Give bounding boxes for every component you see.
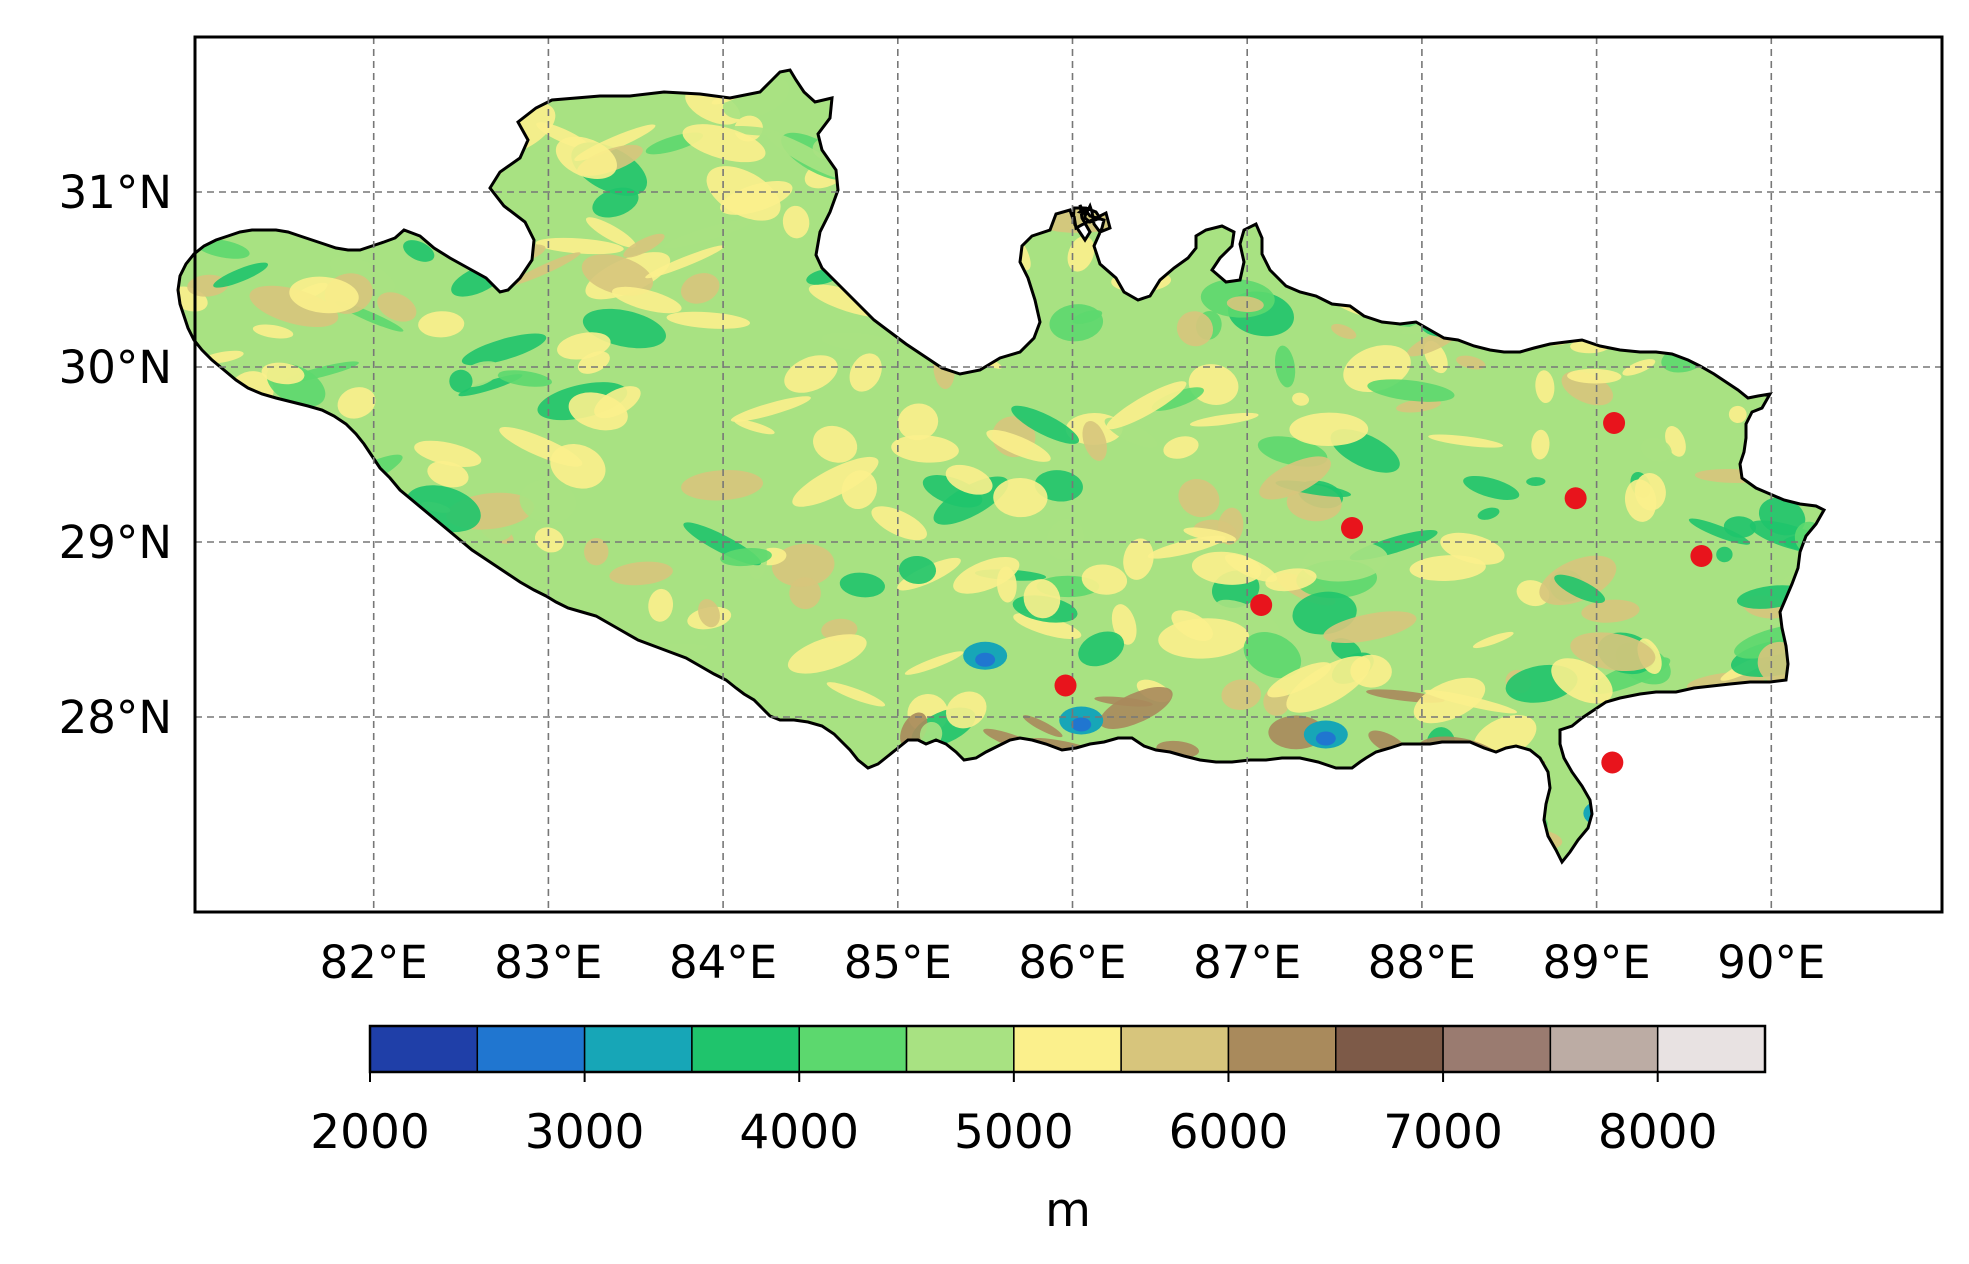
station-marker	[1601, 751, 1624, 774]
station-marker	[1054, 674, 1077, 697]
lon-tick-label: 87°E	[1193, 936, 1301, 989]
lon-tick-label: 90°E	[1717, 936, 1825, 989]
colorbar-swatch	[1120, 1025, 1230, 1073]
map-gridlines	[195, 37, 1942, 912]
map-frame	[193, 35, 1944, 914]
station-marker	[1564, 487, 1587, 510]
colorbar-swatch	[369, 1025, 479, 1073]
colorbar-swatch	[691, 1025, 800, 1073]
colorbar-swatch	[583, 1025, 693, 1073]
lon-tick-label: 84°E	[669, 936, 777, 989]
lon-tick-label: 82°E	[320, 936, 428, 989]
station-marker	[1341, 517, 1364, 539]
lon-tick-label: 88°E	[1368, 936, 1476, 989]
lat-tick-label: 28°N	[59, 691, 172, 744]
lat-tick-label: 29°N	[59, 516, 172, 569]
colorbar-swatch	[1335, 1025, 1444, 1073]
colorbar-swatch	[1227, 1025, 1337, 1073]
elevation-colorbar: 2000 3000 4000 5000 6000 7000 8000 m	[310, 1024, 1767, 1238]
station-markers	[1054, 412, 1713, 774]
latitude-tick-labels: 28°N 29°N 30°N 31°N	[59, 166, 172, 744]
colorbar-tick-label: 6000	[1169, 1105, 1289, 1160]
lon-tick-label: 83°E	[494, 936, 602, 989]
lat-tick-label: 31°N	[59, 166, 172, 219]
station-marker	[1250, 594, 1273, 616]
colorbar-unit-label: m	[1045, 1183, 1091, 1238]
colorbar-tick-label: 7000	[1383, 1105, 1503, 1160]
colorbar-swatch	[1442, 1025, 1552, 1073]
longitude-tick-labels: 82°E 83°E 84°E 85°E 86°E 87°E 88°E 89°E 90°E	[320, 936, 1826, 989]
colorbar-tick-label: 8000	[1598, 1105, 1718, 1160]
lon-tick-label: 86°E	[1018, 936, 1126, 989]
colorbar-swatch	[798, 1025, 908, 1073]
lon-tick-label: 89°E	[1542, 936, 1650, 989]
station-marker	[1690, 545, 1713, 567]
colorbar-swatch	[1013, 1025, 1122, 1073]
colorbar-swatch	[476, 1025, 586, 1073]
colorbar-tick-label: 5000	[954, 1105, 1074, 1160]
colorbar-swatch	[1549, 1025, 1659, 1073]
colorbar-swatch	[1656, 1025, 1766, 1073]
lat-tick-label: 30°N	[59, 341, 172, 394]
colorbar-frame	[368, 1024, 1767, 1074]
station-marker	[1603, 412, 1626, 434]
colorbar-tick-label: 4000	[739, 1105, 859, 1160]
lon-tick-label: 85°E	[844, 936, 952, 989]
colorbar-tick-label: 3000	[525, 1105, 645, 1160]
colorbar-tick-label: 2000	[310, 1105, 430, 1160]
colorbar-swatch	[905, 1025, 1015, 1073]
